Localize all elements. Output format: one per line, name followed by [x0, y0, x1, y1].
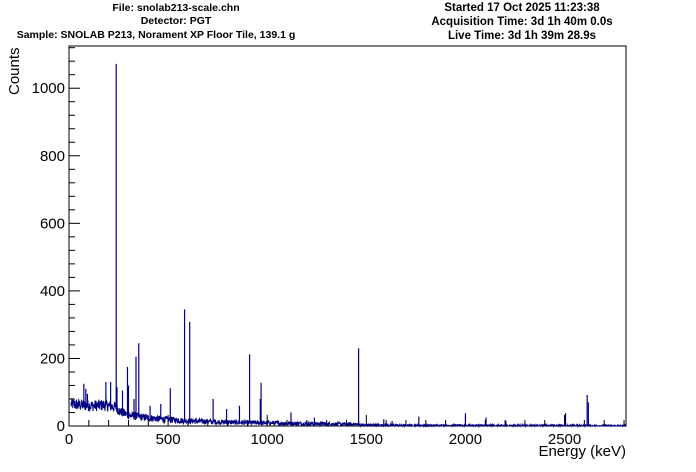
header-sample: Sample: SNOLAB P213, Norament XP Floor T… [16, 29, 296, 41]
y-axis-label: Counts [6, 47, 23, 95]
spectrum-peaks [83, 63, 589, 426]
plot-frame [68, 45, 627, 427]
x-tick-label: 0 [65, 431, 73, 448]
y-axis: 0 200 400 600 800 1000 [32, 47, 80, 435]
header-file: File: snolab213-scale.chn [112, 2, 240, 14]
spectrum-series-line [70, 397, 627, 428]
header-acquisition: Acquisition Time: 3d 1h 40m 0.0s [431, 16, 613, 28]
x-tick-label: 500 [156, 431, 181, 448]
x-tick-label: 2500 [548, 431, 581, 448]
x-axis: 0 500 1000 1500 2000 2500 [65, 415, 625, 448]
x-axis-label: Energy (keV) [538, 443, 626, 460]
header-detector: Detector: PGT [140, 15, 212, 27]
header-started: Started 17 Oct 2025 11:23:38 [444, 2, 600, 14]
y-tick-label: 600 [40, 215, 65, 232]
header-live: Live Time: 3d 1h 39m 28.9s [447, 30, 597, 42]
x-tick-label: 1000 [251, 431, 284, 448]
y-tick-label: 0 [57, 418, 65, 435]
y-tick-label: 1000 [32, 80, 65, 97]
x-tick-label: 1500 [350, 431, 383, 448]
y-tick-label: 200 [40, 350, 65, 367]
y-tick-label: 400 [40, 283, 65, 300]
y-tick-label: 800 [40, 148, 65, 165]
x-tick-label: 2000 [449, 431, 482, 448]
